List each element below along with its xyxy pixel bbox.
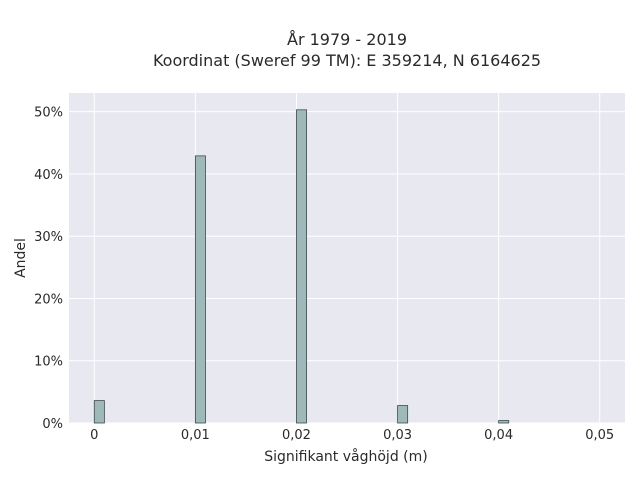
y-tick-label-2: 20% [34,292,63,307]
x-tick-label-5: 0,05 [585,428,614,443]
x-tick-label-0: 0 [90,428,98,443]
y-tick-label-1: 10% [34,355,63,370]
y-tick-label-3: 30% [34,230,63,245]
chart-title-line2: Koordinat (Sweref 99 TM): E 359214, N 61… [153,51,541,70]
y-tick-label-5: 50% [34,106,63,121]
y-tick-label-0: 0% [42,417,63,432]
histogram-bar-0 [93,400,105,424]
plot-area [69,93,625,423]
x-tick-label-3: 0,03 [383,428,412,443]
histogram-bar-3 [397,405,409,424]
y-axis-ticks: 0% 10% 20% 30% 40% 50% [34,106,63,432]
histogram-bar-2 [296,109,307,424]
histogram-bar-4 [498,420,510,424]
x-tick-label-1: 0,01 [181,428,210,443]
x-axis-ticks: 0 0,01 0,02 0,03 0,04 0,05 [90,428,614,443]
bars [93,109,510,424]
histogram-bar-1 [194,155,206,424]
y-axis-label: Andel [13,238,29,278]
y-tick-label-4: 40% [34,168,63,183]
x-tick-label-4: 0,04 [484,428,513,443]
x-tick-label-2: 0,02 [282,428,311,443]
x-axis-label: Signifikant våghöjd (m) [264,448,427,465]
chart-title-line1: År 1979 - 2019 [287,30,407,49]
